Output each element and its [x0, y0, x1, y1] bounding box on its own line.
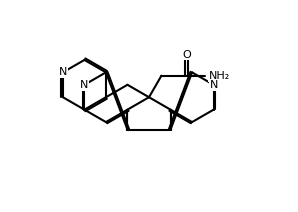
Text: N: N [59, 67, 67, 77]
Text: N: N [80, 80, 89, 90]
Text: N: N [209, 80, 218, 90]
Text: NH₂: NH₂ [208, 71, 230, 81]
Text: O: O [182, 50, 191, 60]
